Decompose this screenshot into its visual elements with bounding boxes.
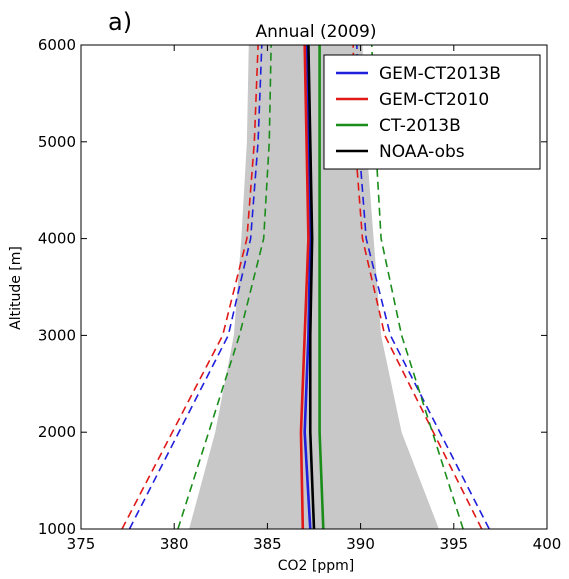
x-tick-label: 380 [160, 535, 189, 553]
y-axis-label: Altitude [m] [8, 246, 24, 330]
series-line-gem-ct2010-dashed-1 [121, 45, 259, 529]
plot-frame [80, 44, 548, 530]
y-tick-label: 4000 [38, 230, 76, 248]
spread-band [189, 45, 439, 529]
y-tick-label: 5000 [38, 133, 76, 151]
legend-label: NOAA-obs [379, 142, 465, 162]
y-tick-label: 3000 [38, 326, 76, 344]
chart-title: Annual (2009) [255, 22, 376, 42]
legend: GEM-CT2013B GEM-CT2010 CT-2013B NOAA-obs [323, 54, 541, 170]
y-tick-label: 1000 [38, 520, 76, 538]
x-tick-label: 390 [346, 535, 375, 553]
x-tick-label: 385 [253, 535, 282, 553]
legend-label: GEM-CT2013B [379, 64, 501, 84]
series-line-ct-2013b-8 [318, 45, 325, 529]
y-tick-label: 6000 [38, 36, 76, 54]
series-line-ct-2013b-dashed-2 [177, 45, 272, 529]
x-tick-label: 375 [67, 535, 96, 553]
x-axis-label: CO2 [ppm] [278, 558, 355, 574]
panel-label: a) [108, 8, 132, 36]
series-line-gem-ct2013b-dashed-0 [128, 45, 263, 529]
series-line-noaa-obs-9 [307, 45, 316, 529]
series-line-gem-ct2010-7 [299, 45, 310, 529]
legend-label: CT-2013B [379, 116, 461, 136]
series-line-gem-ct2013b-6 [303, 45, 312, 529]
y-tick-label: 2000 [38, 423, 76, 441]
legend-label: GEM-CT2010 [379, 90, 489, 110]
x-tick-label: 395 [439, 535, 468, 553]
x-tick-label: 400 [533, 535, 562, 553]
